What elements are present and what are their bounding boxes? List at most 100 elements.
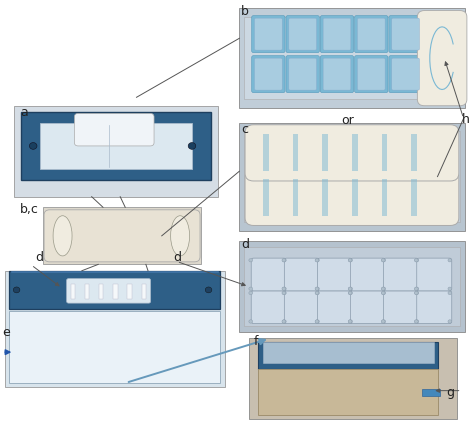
- Circle shape: [205, 287, 212, 293]
- FancyBboxPatch shape: [284, 258, 319, 291]
- Circle shape: [349, 320, 353, 323]
- Bar: [411, 179, 417, 216]
- FancyBboxPatch shape: [355, 16, 388, 52]
- FancyBboxPatch shape: [289, 18, 317, 50]
- Circle shape: [381, 258, 385, 262]
- FancyBboxPatch shape: [351, 291, 385, 324]
- Text: b,c: b,c: [20, 203, 39, 216]
- FancyBboxPatch shape: [373, 136, 411, 172]
- FancyBboxPatch shape: [389, 16, 422, 52]
- Circle shape: [249, 291, 253, 295]
- Text: d: d: [36, 251, 44, 264]
- Bar: [71, 284, 75, 299]
- FancyBboxPatch shape: [410, 182, 448, 217]
- Text: f: f: [254, 335, 258, 348]
- FancyBboxPatch shape: [383, 258, 419, 291]
- Bar: [244, 247, 460, 326]
- Circle shape: [414, 291, 418, 295]
- Polygon shape: [258, 343, 438, 369]
- Circle shape: [415, 287, 419, 291]
- Text: a: a: [20, 106, 27, 118]
- Bar: [9, 311, 220, 383]
- Polygon shape: [258, 369, 438, 415]
- Circle shape: [448, 287, 452, 291]
- Bar: [422, 389, 440, 396]
- FancyBboxPatch shape: [262, 182, 300, 217]
- Circle shape: [348, 258, 352, 262]
- Circle shape: [349, 287, 353, 291]
- FancyBboxPatch shape: [336, 182, 374, 217]
- FancyBboxPatch shape: [299, 136, 337, 172]
- FancyBboxPatch shape: [318, 258, 353, 291]
- Bar: [249, 338, 457, 419]
- Circle shape: [414, 320, 418, 323]
- Bar: [43, 207, 201, 264]
- Bar: [293, 135, 299, 171]
- FancyBboxPatch shape: [323, 18, 351, 50]
- Circle shape: [283, 320, 286, 323]
- FancyBboxPatch shape: [417, 291, 452, 324]
- Circle shape: [415, 291, 419, 295]
- Text: b: b: [241, 5, 249, 18]
- Circle shape: [382, 320, 385, 323]
- Text: or: or: [341, 114, 354, 127]
- FancyBboxPatch shape: [417, 258, 452, 291]
- Bar: [244, 17, 419, 99]
- Circle shape: [249, 320, 253, 323]
- Ellipse shape: [171, 216, 190, 256]
- FancyBboxPatch shape: [320, 16, 354, 52]
- Bar: [352, 179, 358, 216]
- FancyBboxPatch shape: [392, 18, 419, 50]
- Circle shape: [382, 258, 385, 262]
- Bar: [113, 284, 118, 299]
- Circle shape: [348, 320, 352, 323]
- FancyBboxPatch shape: [255, 58, 282, 90]
- Bar: [382, 135, 387, 171]
- Polygon shape: [263, 343, 434, 363]
- Circle shape: [282, 258, 286, 262]
- Circle shape: [282, 291, 286, 295]
- Circle shape: [283, 291, 286, 295]
- FancyBboxPatch shape: [284, 291, 319, 324]
- Text: h: h: [462, 113, 470, 126]
- FancyBboxPatch shape: [251, 258, 286, 291]
- FancyBboxPatch shape: [417, 11, 467, 106]
- Circle shape: [315, 291, 319, 295]
- Bar: [239, 123, 465, 231]
- Circle shape: [414, 287, 418, 291]
- Circle shape: [448, 258, 452, 262]
- Bar: [99, 284, 103, 299]
- FancyBboxPatch shape: [355, 55, 388, 93]
- Bar: [239, 241, 465, 332]
- Circle shape: [414, 258, 418, 262]
- FancyBboxPatch shape: [357, 58, 385, 90]
- FancyBboxPatch shape: [336, 136, 374, 172]
- FancyBboxPatch shape: [357, 18, 385, 50]
- Circle shape: [349, 258, 353, 262]
- FancyBboxPatch shape: [286, 16, 319, 52]
- Bar: [322, 135, 328, 171]
- Circle shape: [315, 258, 319, 262]
- Bar: [293, 179, 299, 216]
- Bar: [21, 112, 211, 180]
- Bar: [85, 284, 89, 299]
- FancyBboxPatch shape: [245, 169, 459, 225]
- FancyBboxPatch shape: [74, 113, 154, 146]
- Bar: [411, 135, 417, 171]
- Circle shape: [29, 143, 37, 149]
- Circle shape: [316, 320, 319, 323]
- FancyBboxPatch shape: [323, 58, 351, 90]
- Circle shape: [381, 291, 385, 295]
- Bar: [128, 284, 132, 299]
- Circle shape: [382, 291, 385, 295]
- FancyBboxPatch shape: [383, 291, 419, 324]
- Bar: [382, 179, 387, 216]
- Circle shape: [315, 287, 319, 291]
- FancyBboxPatch shape: [289, 58, 317, 90]
- Bar: [244, 131, 460, 222]
- FancyBboxPatch shape: [320, 55, 354, 93]
- Bar: [142, 284, 146, 299]
- Circle shape: [188, 143, 196, 149]
- Text: e: e: [2, 326, 10, 338]
- Bar: [9, 271, 220, 309]
